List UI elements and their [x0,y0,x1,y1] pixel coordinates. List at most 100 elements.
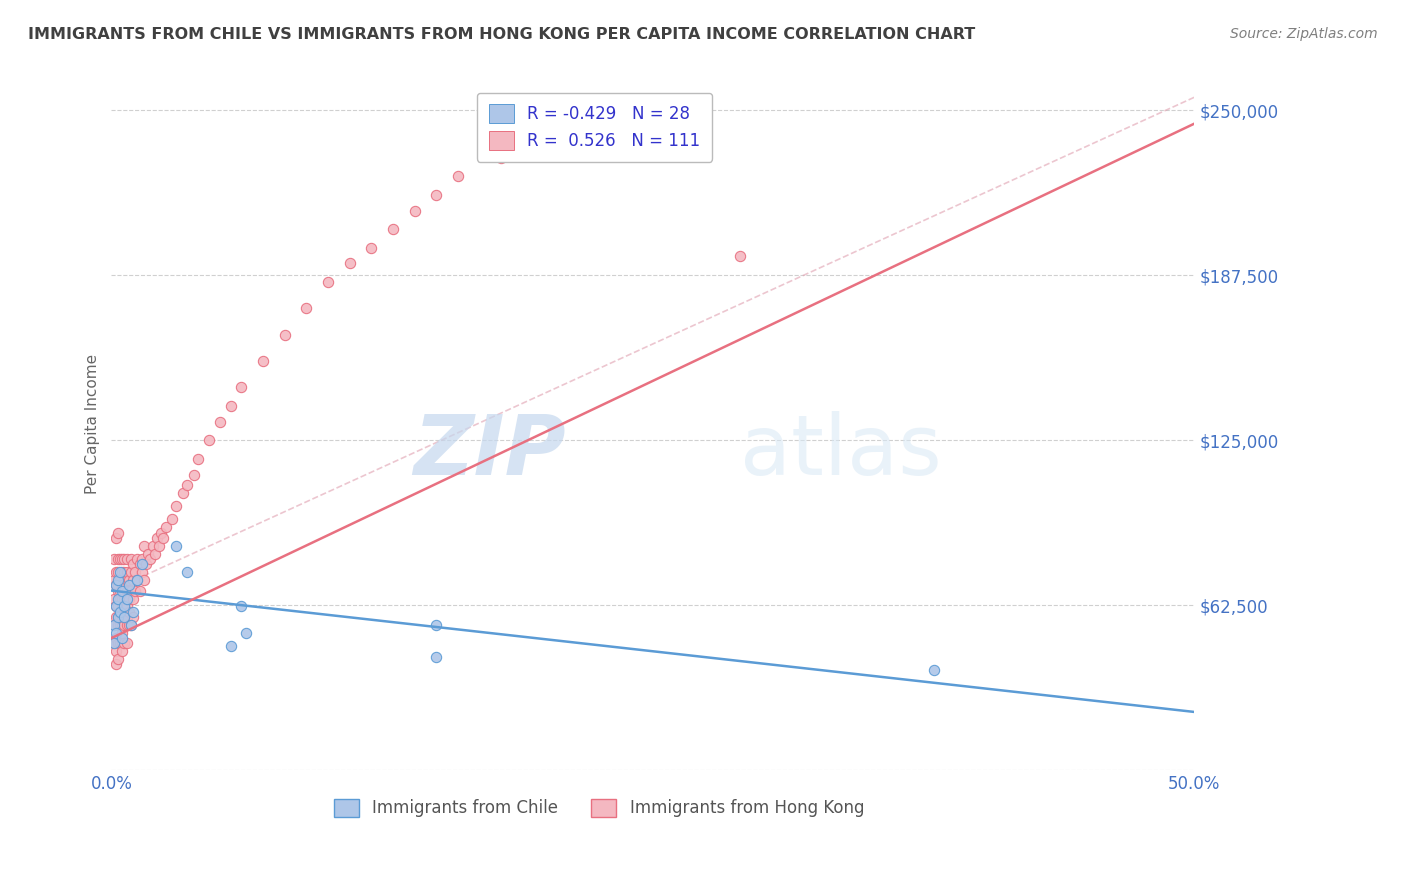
Point [104,531,127,545]
Point [146,531,169,545]
Point [107,552,129,566]
Point [160,512,183,526]
Point [111,552,134,566]
Point [112,618,135,632]
Point [131,565,153,579]
Point [111,565,134,579]
Point [108,573,131,587]
Point [108,552,131,566]
Point [127,552,149,566]
Point [103,636,125,650]
Point [139,552,162,566]
Point [122,605,145,619]
Point [103,552,125,566]
Point [360,241,382,255]
Point [115,583,138,598]
Point [104,578,127,592]
Point [143,547,166,561]
Point [120,618,142,632]
Point [120,583,142,598]
Point [104,565,127,579]
Point [115,618,138,632]
Point [115,636,138,650]
Point [124,583,146,598]
Point [107,525,129,540]
Point [252,354,274,368]
Point [112,552,135,566]
Text: Source: ZipAtlas.com: Source: ZipAtlas.com [1230,27,1378,41]
Point [108,591,131,606]
Text: IMMIGRANTS FROM CHILE VS IMMIGRANTS FROM HONG KONG PER CAPITA INCOME CORRELATION: IMMIGRANTS FROM CHILE VS IMMIGRANTS FROM… [28,27,976,42]
Point [112,599,135,614]
Point [136,547,159,561]
Point [107,610,129,624]
Point [112,636,135,650]
Point [152,531,174,545]
Point [231,380,253,394]
Point [165,539,187,553]
Point [112,599,135,614]
Point [491,151,513,165]
Point [111,591,134,606]
Point [104,610,127,624]
Point [111,583,134,598]
Point [108,605,131,619]
Point [122,558,145,572]
Text: atlas: atlas [740,411,941,491]
Point [111,636,134,650]
Point [447,169,470,184]
Legend: Immigrants from Chile, Immigrants from Hong Kong: Immigrants from Chile, Immigrants from H… [326,792,870,824]
Point [103,573,125,587]
Point [108,583,131,598]
Point [108,610,131,624]
Point [124,565,146,579]
Point [103,591,125,606]
Point [187,451,209,466]
Point [104,631,127,645]
Point [103,618,125,632]
Point [107,610,129,624]
Text: ZIP: ZIP [413,411,567,491]
Point [128,583,150,598]
Point [339,256,361,270]
Point [107,573,129,587]
Point [120,552,142,566]
Point [111,625,134,640]
Point [111,644,134,658]
Point [142,539,165,553]
Point [118,573,141,587]
Point [295,301,318,316]
Point [112,565,135,579]
Point [150,525,173,540]
Point [122,610,145,624]
Point [183,467,205,482]
Point [118,591,141,606]
Point [104,625,127,640]
Point [115,599,138,614]
Point [115,565,138,579]
Point [127,573,149,587]
Point [107,583,129,598]
Point [728,248,751,262]
Point [111,578,134,592]
Point [103,636,125,650]
Point [111,599,134,614]
Point [115,610,138,624]
Point [115,552,138,566]
Point [382,222,405,236]
Point [107,591,129,606]
Point [104,657,127,672]
Point [118,605,141,619]
Point [219,399,242,413]
Point [104,599,127,614]
Point [404,203,426,218]
Point [425,618,447,632]
Point [198,434,221,448]
Point [107,578,129,592]
Point [107,599,129,614]
Point [425,187,447,202]
Point [425,649,447,664]
Point [924,663,946,677]
Point [107,652,129,666]
Point [108,565,131,579]
